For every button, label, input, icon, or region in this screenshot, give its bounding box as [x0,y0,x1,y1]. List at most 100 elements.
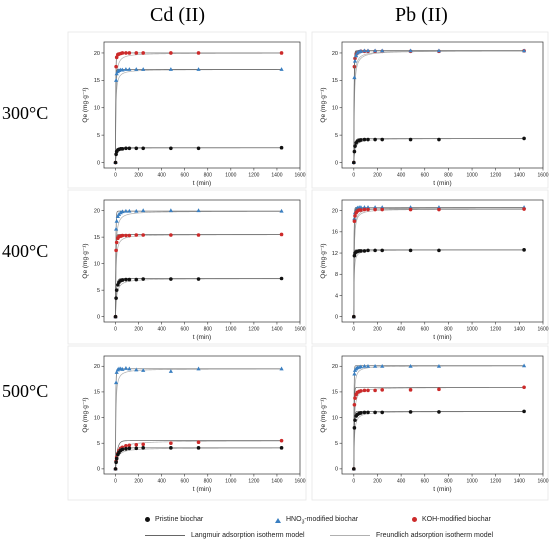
data-point-hno3 [365,363,371,368]
x-tick-label: 1600 [294,327,305,333]
data-point-koh [127,233,132,238]
data-point-hno3 [373,205,378,209]
data-point-hno3 [358,364,364,369]
x-tick-label: 1400 [271,173,282,179]
y-tick-label: 12 [332,251,338,257]
data-point-pristine [352,149,357,154]
data-point-koh [196,233,201,237]
y-tick-label: 20 [332,364,338,370]
x-tick-label: 400 [397,479,406,485]
legend-label-hno3: HNO3-modified biochar [286,516,358,525]
y-axis-label: Qe (mg·g⁻¹) [82,87,89,122]
data-point-pristine [437,410,441,414]
y-tick-label: 8 [335,272,338,278]
legend-marker-koh [412,517,417,522]
data-point-pristine [352,426,357,430]
data-point-hno3 [408,48,413,53]
data-point-pristine [352,467,356,471]
data-point-hno3 [196,366,201,371]
data-point-pristine [113,160,118,165]
plot-area [341,199,544,323]
x-tick-label: 800 [444,327,453,333]
data-point-koh [141,233,145,237]
data-point-hno3 [380,205,385,209]
data-point-hno3 [114,380,119,385]
data-point-hno3 [279,366,284,371]
x-tick-label: 0 [114,479,117,485]
data-point-koh [380,388,385,392]
data-point-koh [120,233,125,238]
fit-curve-freundlich-pristine [353,249,525,317]
data-point-hno3 [352,371,357,376]
data-point-koh [373,388,377,393]
x-tick-label: 1000 [466,479,477,485]
x-tick-label: 600 [421,479,430,485]
y-axis-label: Qe (mg·g⁻¹) [320,87,327,122]
x-tick-label: 1400 [271,479,282,485]
data-point-pristine [437,248,441,253]
data-point-pristine [362,410,367,415]
fit-curve-langmuir-koh [353,50,525,163]
data-point-koh [124,51,128,55]
data-point-pristine [380,410,385,415]
y-tick-label: 16 [332,230,338,236]
data-point-hno3 [123,208,129,213]
data-point-pristine [522,409,526,414]
fit-curve-freundlich-koh [115,234,282,317]
data-point-pristine [359,411,363,415]
legend-label-pristine: Pristine biochar [155,516,204,523]
fit-curve-freundlich-koh [353,208,525,317]
data-point-koh [127,443,132,448]
data-point-pristine [114,296,118,300]
fit-curve-langmuir-koh [353,208,525,317]
legend-label-langmuir: Langmuir adsorption isotherm model [191,532,305,539]
data-point-pristine [141,146,145,151]
data-point-hno3 [120,367,125,371]
x-tick-label: 200 [134,173,143,179]
plot-area [103,41,301,169]
data-point-hno3 [521,363,527,368]
y-tick-label: 0 [97,160,100,166]
data-point-koh [437,207,441,212]
data-point-hno3 [114,78,119,82]
data-point-pristine [279,145,284,150]
fit-curve-langmuir-hno3 [353,207,525,317]
fit-curve-langmuir-koh [115,234,282,317]
data-point-pristine [169,277,173,281]
data-point-hno3 [196,208,201,213]
y-tick-label: 20 [332,51,338,57]
data-point-pristine [352,160,356,165]
data-point-koh [408,388,413,392]
x-tick-label: 600 [181,479,190,485]
fit-curve-freundlich-pristine [115,278,282,317]
data-point-pristine [169,146,173,151]
y-tick-label: 15 [332,78,338,84]
data-point-koh [134,233,139,237]
data-point-koh [196,440,201,444]
x-tick-label: 800 [444,479,453,485]
y-tick-label: 0 [335,160,338,166]
data-point-hno3 [114,218,119,223]
y-tick-label: 20 [332,208,338,214]
y-tick-label: 15 [94,235,100,241]
data-point-pristine [134,446,139,451]
x-tick-label: 600 [421,327,430,333]
x-tick-label: 400 [397,327,406,333]
data-point-pristine [127,446,132,451]
fit-curve-freundlich-pristine [115,447,282,469]
x-tick-label: 200 [373,479,382,485]
row-label-400: 400°C [2,241,49,261]
x-tick-label: 1600 [537,173,548,179]
data-point-pristine [134,277,139,282]
data-point-hno3 [373,48,378,53]
data-point-hno3 [141,67,146,71]
data-point-pristine [114,460,118,465]
x-axis-label: t (min) [193,180,211,187]
x-tick-label: 400 [157,327,166,333]
x-tick-label: 600 [181,173,190,179]
data-point-koh [353,396,357,400]
y-tick-label: 10 [332,415,338,421]
data-point-pristine [362,137,367,142]
data-point-hno3 [134,367,139,372]
